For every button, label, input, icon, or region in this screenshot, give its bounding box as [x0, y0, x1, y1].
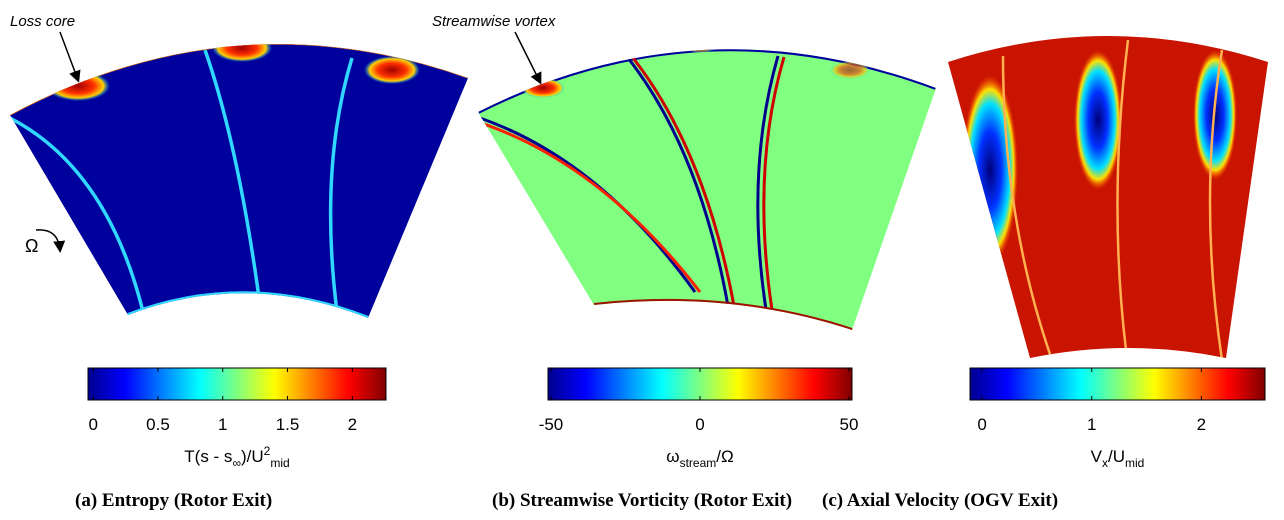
annotation: Loss core: [10, 13, 75, 30]
tick-label: 1: [218, 415, 227, 434]
rotation-symbol: Ω: [25, 236, 38, 256]
caption: (c) Axial Velocity (OGV Exit): [822, 490, 1058, 511]
label-part: 2: [264, 444, 271, 458]
caption: (b) Streamwise Vorticity (Rotor Exit): [492, 490, 792, 511]
tick-label: 1.5: [276, 415, 300, 434]
colorbar-label: ωstream/Ω: [666, 447, 733, 470]
label-part: )/U: [241, 447, 264, 466]
annotation-arrow: [514, 31, 542, 85]
label-part: V: [1091, 447, 1103, 466]
colorbar: [87, 367, 387, 401]
label-part: ∞: [232, 456, 241, 470]
tick-label: 2: [348, 415, 357, 434]
tick-label: 50: [840, 415, 859, 434]
tick-label: 1: [1087, 415, 1096, 434]
label-part: /Ω: [716, 447, 733, 466]
label-part: mid: [1125, 456, 1144, 470]
label-part: x: [1102, 456, 1108, 470]
tick-label: 0.5: [146, 415, 170, 434]
colorbar: [969, 367, 1266, 401]
annotation: Streamwise vortex: [432, 13, 556, 30]
tick-label: 2: [1197, 415, 1206, 434]
colorbar-label: Vx/Umid: [1091, 447, 1145, 470]
annotation-arrow: [59, 31, 81, 83]
entropy-contour: [10, 44, 468, 319]
colorbar: [547, 367, 853, 401]
velocity-contour: [948, 36, 1268, 358]
tick-label: 0: [88, 415, 97, 434]
label-part: stream: [680, 456, 717, 470]
tick-label: 0: [977, 415, 986, 434]
rotation-arrow: [35, 229, 66, 253]
vorticity-contour: [478, 49, 936, 330]
tick-label: 0: [695, 415, 704, 434]
label-part: /U: [1108, 447, 1125, 466]
tick-label: -50: [539, 415, 564, 434]
colorbar-label: T(s - s∞)/U2mid: [184, 444, 289, 470]
label-part: mid: [270, 456, 289, 470]
caption: (a) Entropy (Rotor Exit): [75, 490, 272, 511]
label-part: ω: [666, 447, 679, 466]
label-part: T(s - s: [184, 447, 232, 466]
